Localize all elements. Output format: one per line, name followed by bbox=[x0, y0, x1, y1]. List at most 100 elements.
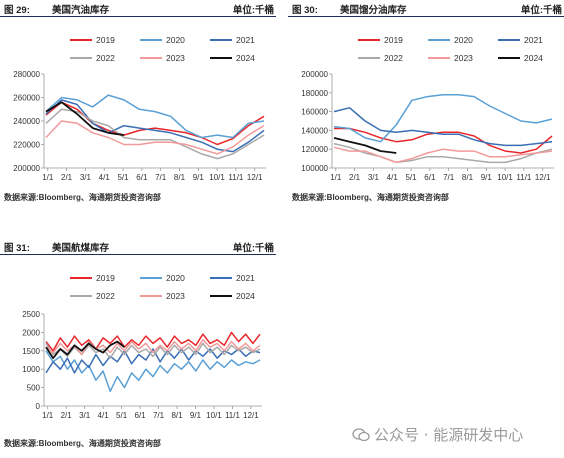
figure-label: 图 31: bbox=[4, 243, 30, 254]
x-tick-label: 7/1 bbox=[443, 173, 455, 182]
x-tick-label: 4/1 bbox=[387, 173, 399, 182]
chart-panel-gasoline: 图 29: 美国汽油库存 单位:千桶 2019 2020 2021 2022 2023 2… bbox=[0, 0, 276, 208]
figure-label: 图 29: bbox=[4, 5, 30, 16]
distillate-inventory-chart: 2019 2020 2021 2022 2023 2024 100000 120000 1400… bbox=[301, 35, 554, 182]
x-tick-label: 9/1 bbox=[190, 411, 202, 420]
x-tick-label: 4/1 bbox=[98, 411, 110, 420]
legend-label: 2020 bbox=[454, 35, 473, 45]
x-tick-label: 1/1 bbox=[42, 411, 54, 420]
series-line-2019 bbox=[45, 101, 265, 146]
chart-panel-distillate: 图 30: 美国馏分油库存 单位:千桶 2019 2020 2021 2022 2023… bbox=[288, 0, 564, 208]
x-tick-label: 7/1 bbox=[155, 173, 167, 182]
x-tick-label: 5/1 bbox=[117, 173, 129, 182]
series-line-2024 bbox=[45, 340, 126, 360]
y-tick-label: 140000 bbox=[301, 126, 328, 135]
series-line-2023 bbox=[333, 146, 553, 164]
series-line-2024 bbox=[45, 101, 125, 136]
legend-label: 2024 bbox=[236, 53, 255, 63]
jet-fuel-inventory-chart: 2019 2020 2021 2022 2023 2024 0 500 1000 1500 2000… bbox=[22, 273, 262, 420]
legend-label: 2020 bbox=[166, 35, 185, 45]
y-tick-label: 500 bbox=[27, 384, 41, 393]
series-line-2022 bbox=[45, 108, 265, 160]
y-tick-label: 240000 bbox=[13, 117, 40, 126]
series-line-2019 bbox=[334, 127, 553, 154]
y-tick-label: 200000 bbox=[301, 70, 328, 79]
source-note: 数据来源:Bloomberg、海通期货投资咨询部 bbox=[4, 193, 161, 202]
figure-label: 图 30: bbox=[292, 5, 318, 16]
chart-panel-jet-fuel: 图 31: 美国航煤库存 单位:千桶 2019 2020 2021 2022 2023 2… bbox=[0, 238, 276, 458]
panel-header: 图 31: 美国航煤库存 单位:千桶 bbox=[0, 238, 276, 255]
legend-label: 2020 bbox=[166, 273, 185, 283]
x-tick-label: 4/1 bbox=[99, 173, 111, 182]
legend-label: 2021 bbox=[236, 273, 255, 283]
x-tick-label: 7/1 bbox=[153, 411, 165, 420]
y-tick-label: 2000 bbox=[22, 328, 40, 337]
watermark-text: 公众号 · 能源研发中心 bbox=[374, 426, 524, 444]
x-tick-label: 1/1 bbox=[42, 173, 54, 182]
gasoline-inventory-chart: 2019 2020 2021 2022 2023 2024 200000 220000 2400… bbox=[13, 35, 266, 182]
x-tick-label: 6/1 bbox=[136, 173, 148, 182]
chart-title: 美国馏分油库存 bbox=[340, 5, 407, 16]
wechat-icon bbox=[352, 428, 370, 442]
y-tick-label: 220000 bbox=[13, 141, 40, 150]
y-tick-label: 1500 bbox=[22, 347, 40, 356]
source-note: 数据来源:Bloomberg、海通期货投资咨询部 bbox=[4, 439, 161, 448]
y-tick-label: 160000 bbox=[301, 108, 328, 117]
legend-label: 2019 bbox=[96, 35, 115, 45]
x-tick-label: 10/1 bbox=[497, 173, 513, 182]
panel-header: 图 29: 美国汽油库存 单位:千桶 bbox=[0, 0, 276, 17]
y-tick-label: 180000 bbox=[301, 89, 328, 98]
source-note: 数据来源:Bloomberg、海通期货投资咨询部 bbox=[292, 193, 449, 202]
x-tick-label: 12/1 bbox=[535, 173, 551, 182]
y-tick-label: 200000 bbox=[13, 164, 40, 173]
y-tick-label: 100000 bbox=[301, 164, 328, 173]
x-tick-label: 8/1 bbox=[171, 411, 183, 420]
unit-label: 单位:千桶 bbox=[520, 5, 562, 16]
x-tick-label: 12/1 bbox=[243, 411, 259, 420]
y-tick-label: 280000 bbox=[13, 70, 40, 79]
unit-label: 单位:千桶 bbox=[232, 243, 274, 254]
x-tick-label: 1/1 bbox=[330, 173, 342, 182]
x-tick-label: 11/1 bbox=[225, 411, 241, 420]
x-tick-label: 3/1 bbox=[80, 173, 92, 182]
series-line-2019 bbox=[45, 331, 261, 352]
x-tick-label: 3/1 bbox=[79, 411, 91, 420]
legend-label: 2022 bbox=[384, 53, 403, 63]
x-tick-label: 2/1 bbox=[349, 173, 361, 182]
chart-title: 美国航煤库存 bbox=[52, 243, 110, 254]
legend-label: 2024 bbox=[236, 291, 255, 301]
series-line-2023 bbox=[45, 339, 261, 356]
series-line-2021 bbox=[333, 107, 553, 147]
unit-label: 单位:千桶 bbox=[232, 5, 274, 16]
legend-label: 2023 bbox=[166, 53, 185, 63]
series-line-2023 bbox=[45, 120, 265, 155]
x-tick-label: 9/1 bbox=[481, 173, 493, 182]
x-tick-label: 12/1 bbox=[247, 173, 263, 182]
x-tick-label: 6/1 bbox=[135, 411, 147, 420]
x-tick-label: 9/1 bbox=[193, 173, 205, 182]
series-line-2020 bbox=[45, 350, 261, 393]
chart-title: 美国汽油库存 bbox=[52, 5, 110, 16]
panel-header: 图 30: 美国馏分油库存 单位:千桶 bbox=[288, 0, 564, 17]
x-tick-label: 3/1 bbox=[368, 173, 380, 182]
legend-label: 2021 bbox=[524, 35, 543, 45]
series-line-2021 bbox=[45, 99, 265, 153]
x-tick-label: 2/1 bbox=[61, 173, 73, 182]
x-tick-label: 5/1 bbox=[405, 173, 417, 182]
series-line-2022 bbox=[333, 142, 553, 164]
x-tick-label: 8/1 bbox=[174, 173, 186, 182]
y-tick-label: 120000 bbox=[301, 145, 328, 154]
x-tick-label: 11/1 bbox=[228, 173, 244, 182]
legend-label: 2021 bbox=[236, 35, 255, 45]
legend-label: 2022 bbox=[96, 53, 115, 63]
legend-label: 2019 bbox=[96, 273, 115, 283]
legend-label: 2019 bbox=[384, 35, 403, 45]
series-line-2020 bbox=[45, 94, 265, 139]
x-tick-label: 8/1 bbox=[462, 173, 474, 182]
y-tick-label: 0 bbox=[36, 402, 41, 411]
y-tick-label: 260000 bbox=[13, 94, 40, 103]
legend-label: 2023 bbox=[166, 291, 185, 301]
x-tick-label: 10/1 bbox=[209, 173, 225, 182]
x-tick-label: 10/1 bbox=[206, 411, 222, 420]
series-line-2020 bbox=[333, 93, 553, 143]
